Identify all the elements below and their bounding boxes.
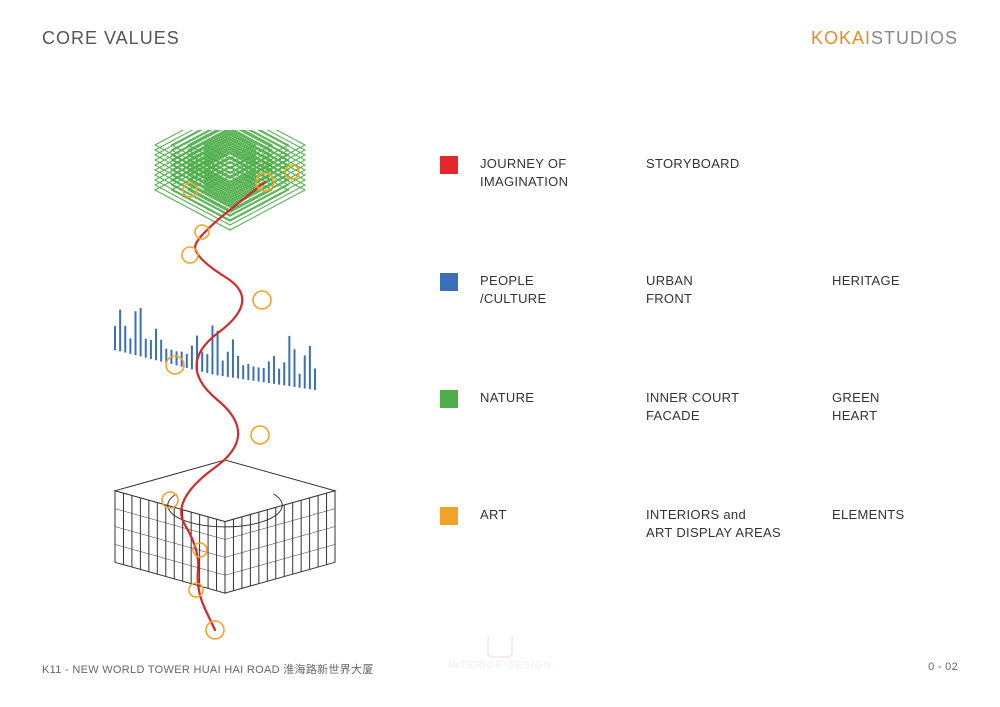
legend-col2: INTERIORS and ART DISPLAY AREAS (646, 506, 826, 541)
legend-col2: URBAN FRONT (646, 272, 826, 307)
page-title: CORE VALUES (42, 28, 180, 49)
legend-col3: GREEN HEART (832, 389, 972, 424)
diagram-svg (60, 130, 380, 650)
legend-col3: ELEMENTS (832, 506, 972, 524)
legend-label: ART (480, 506, 640, 524)
logo: KOKAISTUDIOS (811, 28, 958, 49)
logo-accent: KOKAI (811, 28, 871, 48)
footer-left: K11 - NEW WORLD TOWER HUAI HAI ROAD 淮海路新… (42, 661, 374, 677)
legend-label: JOURNEY OF IMAGINATION (480, 155, 640, 190)
legend-row: JOURNEY OF IMAGINATION STORYBOARD (440, 155, 960, 190)
logo-rest: STUDIOS (871, 28, 958, 48)
legend-table: JOURNEY OF IMAGINATION STORYBOARD PEOPLE… (440, 155, 960, 623)
legend-label: NATURE (480, 389, 640, 407)
watermark-icon (487, 636, 513, 658)
legend-label: PEOPLE /CULTURE (480, 272, 640, 307)
swatch-orange (440, 507, 458, 525)
legend-row: ART INTERIORS and ART DISPLAY AREAS ELEM… (440, 506, 960, 541)
legend-col2: STORYBOARD (646, 155, 826, 173)
legend-row: NATURE INNER COURT FACADE GREEN HEART (440, 389, 960, 424)
footer: K11 - NEW WORLD TOWER HUAI HAI ROAD 淮海路新… (42, 661, 958, 677)
header: CORE VALUES KOKAISTUDIOS (42, 28, 958, 49)
swatch-blue (440, 273, 458, 291)
legend-col2: INNER COURT FACADE (646, 389, 826, 424)
exploded-diagram (60, 130, 380, 630)
swatch-green (440, 390, 458, 408)
footer-right: 0 - 02 (928, 661, 958, 677)
legend-row: PEOPLE /CULTURE URBAN FRONT HERITAGE (440, 272, 960, 307)
swatch-red (440, 156, 458, 174)
legend-col3: HERITAGE (832, 272, 972, 290)
